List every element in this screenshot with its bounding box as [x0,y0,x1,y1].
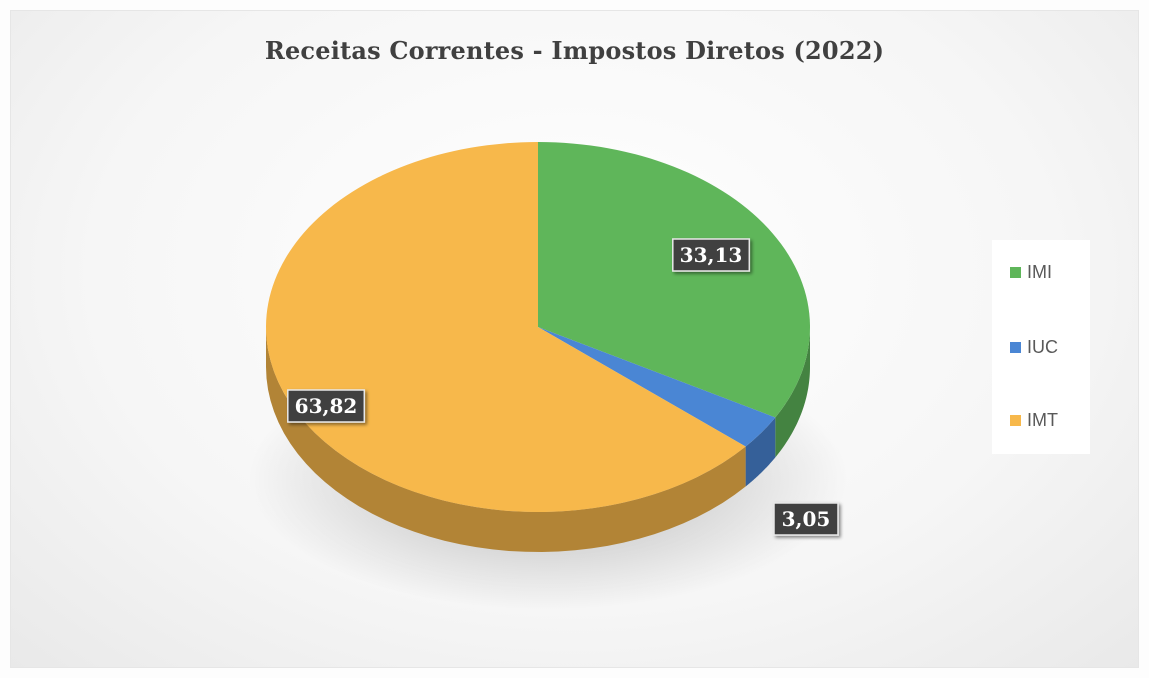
legend-item-iuc: IUC [1010,337,1058,358]
legend-label-imi: IMI [1027,262,1052,282]
pie-slice-iuc [538,327,776,447]
legend-item-imi: IMI [1010,262,1052,283]
data-label-box-imt [287,389,366,423]
legend-item-imt: IMT [1010,410,1058,431]
legend-label-imt: IMT [1027,410,1058,430]
data-label-box-iuc [773,502,839,536]
data-label-text-imt: 63,82 [295,394,358,418]
data-label-text-iuc: 3,05 [782,507,831,531]
chart-title: Receitas Correntes - Impostos Diretos (2… [264,36,885,65]
legend-label-iuc: IUC [1027,337,1058,357]
legend-swatch-iuc [1010,342,1021,353]
data-label-text-imi: 33,13 [680,243,743,267]
pie-side-imi [775,327,810,458]
data-label-box-imi [672,238,751,272]
pie-slice-imi [538,142,811,418]
legend: IMI IUC IMT [992,240,1090,454]
data-label-imi: 33,13 [672,238,751,272]
legend-swatch-imi [1010,267,1021,278]
pie-slice-imt [266,142,746,513]
data-label-iuc: 3,05 [773,502,839,536]
legend-swatch-imt [1010,415,1021,426]
data-label-imt: 63,82 [287,389,366,423]
pie-side-imt [266,327,746,552]
pie-side-iuc [745,417,776,487]
